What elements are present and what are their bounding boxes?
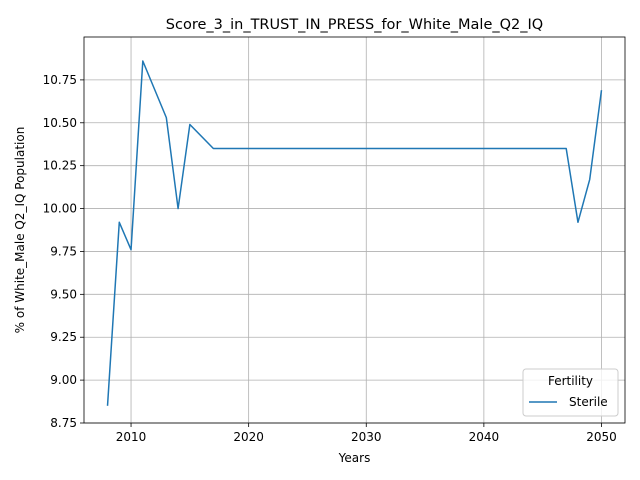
x-tick-label: 2030 (351, 430, 382, 444)
legend: Fertility Sterile (522, 368, 619, 417)
legend-title: Fertility (548, 374, 593, 388)
series-line-sterile (106, 60, 603, 406)
legend-box (522, 368, 619, 417)
x-tick-label: 2040 (469, 430, 500, 444)
grid (84, 37, 625, 424)
chart-title: Score_3_in_TRUST_IN_PRESS_for_White_Male… (166, 17, 543, 33)
ticks: 2010 2020 2030 2040 2050 8.75 9.00 9.25 9.50 9.75… (43, 73, 617, 444)
series-layer (106, 60, 603, 406)
y-tick-label: 10.75 (43, 73, 77, 87)
legend-label-sterile: Sterile (569, 395, 608, 409)
y-tick-label: 10.25 (43, 159, 77, 173)
x-tick-label: 2020 (233, 430, 264, 444)
x-tick-label: 2010 (116, 430, 147, 444)
y-tick-label: 9.00 (50, 373, 77, 387)
y-axis-title: % of White_Male Q2_IQ Population (13, 127, 27, 334)
y-tick-label: 10.00 (43, 202, 77, 216)
x-axis-title: Years (338, 451, 371, 465)
y-tick-label: 8.75 (50, 416, 77, 430)
y-tick-label: 10.50 (43, 116, 77, 130)
plot-frame (83, 36, 626, 424)
y-tick-label: 9.25 (50, 330, 77, 344)
y-tick-label: 9.50 (50, 287, 77, 301)
x-tick-label: 2050 (586, 430, 617, 444)
y-tick-label: 9.75 (50, 244, 77, 258)
